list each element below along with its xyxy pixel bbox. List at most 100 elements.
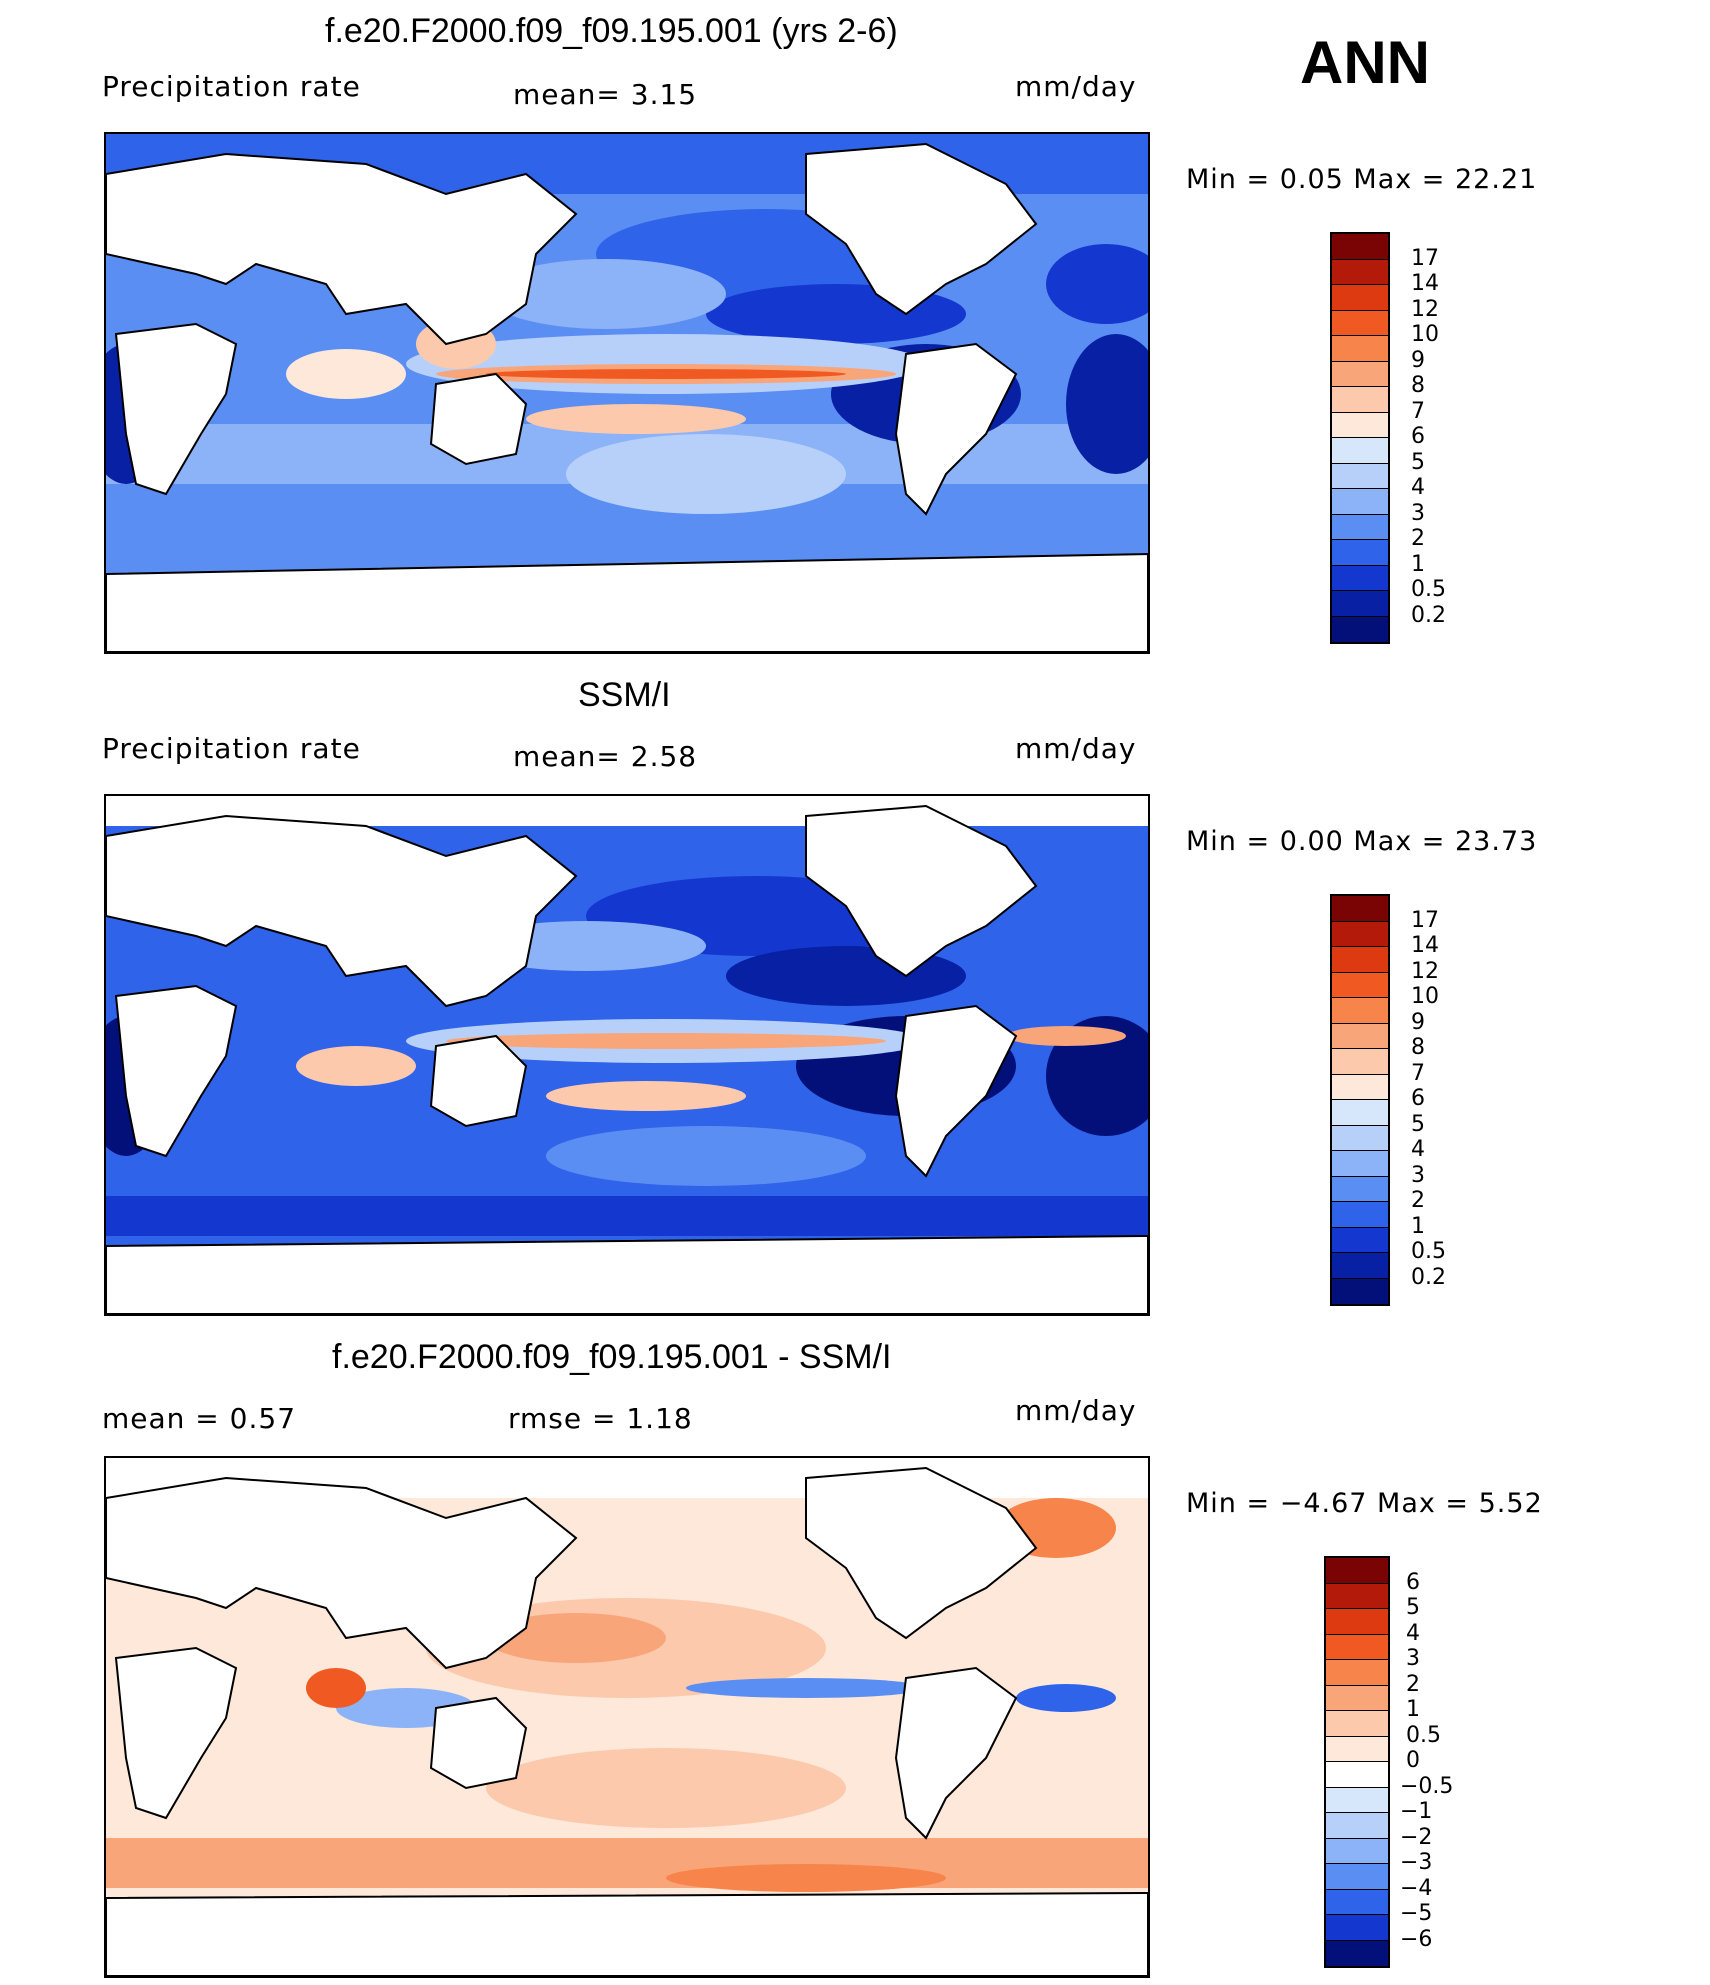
colorbar-swatch — [1326, 1634, 1388, 1660]
panel-1-colorbar — [1330, 232, 1390, 644]
panel-1-minmax: Min = 0.05 Max = 22.21 — [1186, 164, 1538, 195]
colorbar-tick-label: 1 — [1411, 551, 1425, 577]
colorbar-swatch — [1332, 1151, 1388, 1177]
colorbar-swatch — [1326, 1711, 1388, 1737]
colorbar-tick-label: 2 — [1411, 1188, 1425, 1213]
panel-3-colorbar — [1324, 1556, 1390, 1968]
colorbar-swatch — [1332, 1202, 1388, 1228]
colorbar-swatch — [1326, 1660, 1388, 1686]
colorbar-swatch — [1332, 514, 1388, 540]
colorbar-tick-label: 9 — [1411, 347, 1425, 373]
colorbar-tick-label: −3 — [1400, 1850, 1433, 1875]
colorbar-tick-label: −0.5 — [1400, 1773, 1454, 1799]
colorbar-swatch — [1332, 921, 1388, 947]
colorbar-tick-label: 9 — [1411, 1009, 1425, 1035]
colorbar-swatch — [1332, 1253, 1388, 1279]
colorbar-tick-label: −5 — [1400, 1901, 1433, 1926]
colorbar-swatch — [1332, 1074, 1388, 1100]
colorbar-swatch — [1332, 591, 1388, 617]
colorbar-tick-label: 2 — [1406, 1671, 1420, 1697]
panel-2-units-label: mm/day — [1015, 732, 1137, 765]
colorbar-tick-label: 10 — [1411, 984, 1439, 1009]
colorbar-swatch — [1326, 1609, 1388, 1635]
colorbar-swatch — [1326, 1583, 1388, 1609]
colorbar-tick-label: 5 — [1411, 1111, 1425, 1137]
panel-1-map — [104, 132, 1150, 654]
colorbar-swatch — [1326, 1787, 1388, 1813]
colorbar-tick-label: 3 — [1411, 1162, 1425, 1188]
colorbar-swatch — [1326, 1685, 1388, 1711]
colorbar-swatch — [1332, 1176, 1388, 1202]
colorbar-tick-label: 1 — [1406, 1697, 1420, 1722]
colorbar-swatch — [1326, 1915, 1388, 1941]
colorbar-swatch — [1332, 565, 1388, 591]
colorbar-swatch — [1326, 1940, 1388, 1966]
panel-2-map-svg — [106, 796, 1148, 1314]
colorbar-swatch — [1332, 896, 1388, 922]
colorbar-swatch — [1332, 438, 1388, 464]
colorbar-swatch — [1332, 234, 1388, 260]
colorbar-tick-label: 0 — [1406, 1748, 1420, 1773]
panel-3-units-label: mm/day — [1015, 1394, 1137, 1427]
colorbar-tick-label: −1 — [1400, 1799, 1433, 1824]
season-label: ANN — [1300, 29, 1430, 96]
colorbar-tick-label: 6 — [1411, 1086, 1425, 1111]
panel-2-title: SSM/I — [578, 676, 671, 714]
colorbar-tick-label: 12 — [1411, 958, 1439, 984]
colorbar-tick-label: 1 — [1411, 1213, 1425, 1239]
colorbar-swatch — [1332, 463, 1388, 489]
colorbar-swatch — [1332, 489, 1388, 515]
colorbar-swatch — [1332, 1100, 1388, 1126]
colorbar-tick-label: −6 — [1400, 1926, 1433, 1952]
panel-1-map-svg — [106, 134, 1148, 652]
colorbar-swatch — [1332, 412, 1388, 438]
colorbar-swatch — [1332, 259, 1388, 285]
colorbar-tick-label: 5 — [1406, 1595, 1420, 1620]
colorbar-swatch — [1332, 972, 1388, 998]
colorbar-swatch — [1326, 1762, 1388, 1788]
colorbar-tick-label: 0.2 — [1411, 1264, 1446, 1290]
panel-3-title: f.e20.F2000.f09_f09.195.001 - SSM/I — [332, 1338, 892, 1376]
colorbar-tick-label: 4 — [1411, 1137, 1425, 1162]
colorbar-swatch — [1332, 387, 1388, 413]
colorbar-tick-label: 2 — [1411, 526, 1425, 551]
colorbar-tick-label: −2 — [1400, 1824, 1433, 1850]
colorbar-swatch — [1332, 1227, 1388, 1253]
panel-1-title: f.e20.F2000.f09_f09.195.001 (yrs 2-6) — [325, 12, 898, 50]
colorbar-swatch — [1332, 947, 1388, 973]
colorbar-tick-label: 0.5 — [1411, 577, 1446, 602]
colorbar-swatch — [1326, 1864, 1388, 1890]
colorbar-tick-label: 7 — [1411, 398, 1425, 424]
colorbar-tick-label: 3 — [1406, 1646, 1420, 1671]
panel-2-minmax: Min = 0.00 Max = 23.73 — [1186, 826, 1538, 857]
colorbar-swatch — [1332, 540, 1388, 566]
colorbar-tick-label: 17 — [1411, 907, 1439, 933]
colorbar-swatch — [1332, 361, 1388, 387]
colorbar-swatch — [1332, 310, 1388, 336]
colorbar-tick-label: 14 — [1411, 933, 1439, 958]
colorbar-swatch — [1332, 1125, 1388, 1151]
colorbar-swatch — [1326, 1889, 1388, 1915]
colorbar-swatch — [1326, 1813, 1388, 1839]
panel-3-minmax: Min = −4.67 Max = 5.52 — [1186, 1488, 1543, 1519]
panel-1-variable-label: Precipitation rate — [102, 70, 361, 103]
colorbar-swatch — [1332, 1049, 1388, 1075]
panel-2-colorbar-swatches — [1332, 896, 1388, 1304]
colorbar-tick-label: 12 — [1411, 296, 1439, 322]
panel-2-variable-label: Precipitation rate — [102, 732, 361, 765]
panel-3-map-svg — [106, 1458, 1148, 1976]
panel-1-colorbar-swatches — [1332, 234, 1388, 642]
colorbar-swatch — [1332, 616, 1388, 642]
colorbar-swatch — [1332, 285, 1388, 311]
colorbar-swatch — [1332, 998, 1388, 1024]
colorbar-tick-label: 5 — [1411, 449, 1425, 475]
colorbar-tick-label: 0.2 — [1411, 602, 1446, 628]
panel-2-colorbar — [1330, 894, 1390, 1306]
panel-3-mean-label: mean = 0.57 — [102, 1402, 297, 1435]
colorbar-tick-label: 4 — [1411, 475, 1425, 500]
colorbar-tick-label: 0.5 — [1406, 1722, 1441, 1748]
colorbar-tick-label: 3 — [1411, 500, 1425, 526]
colorbar-swatch — [1332, 1023, 1388, 1049]
colorbar-tick-label: 14 — [1411, 271, 1439, 296]
colorbar-tick-label: 8 — [1411, 1035, 1425, 1060]
